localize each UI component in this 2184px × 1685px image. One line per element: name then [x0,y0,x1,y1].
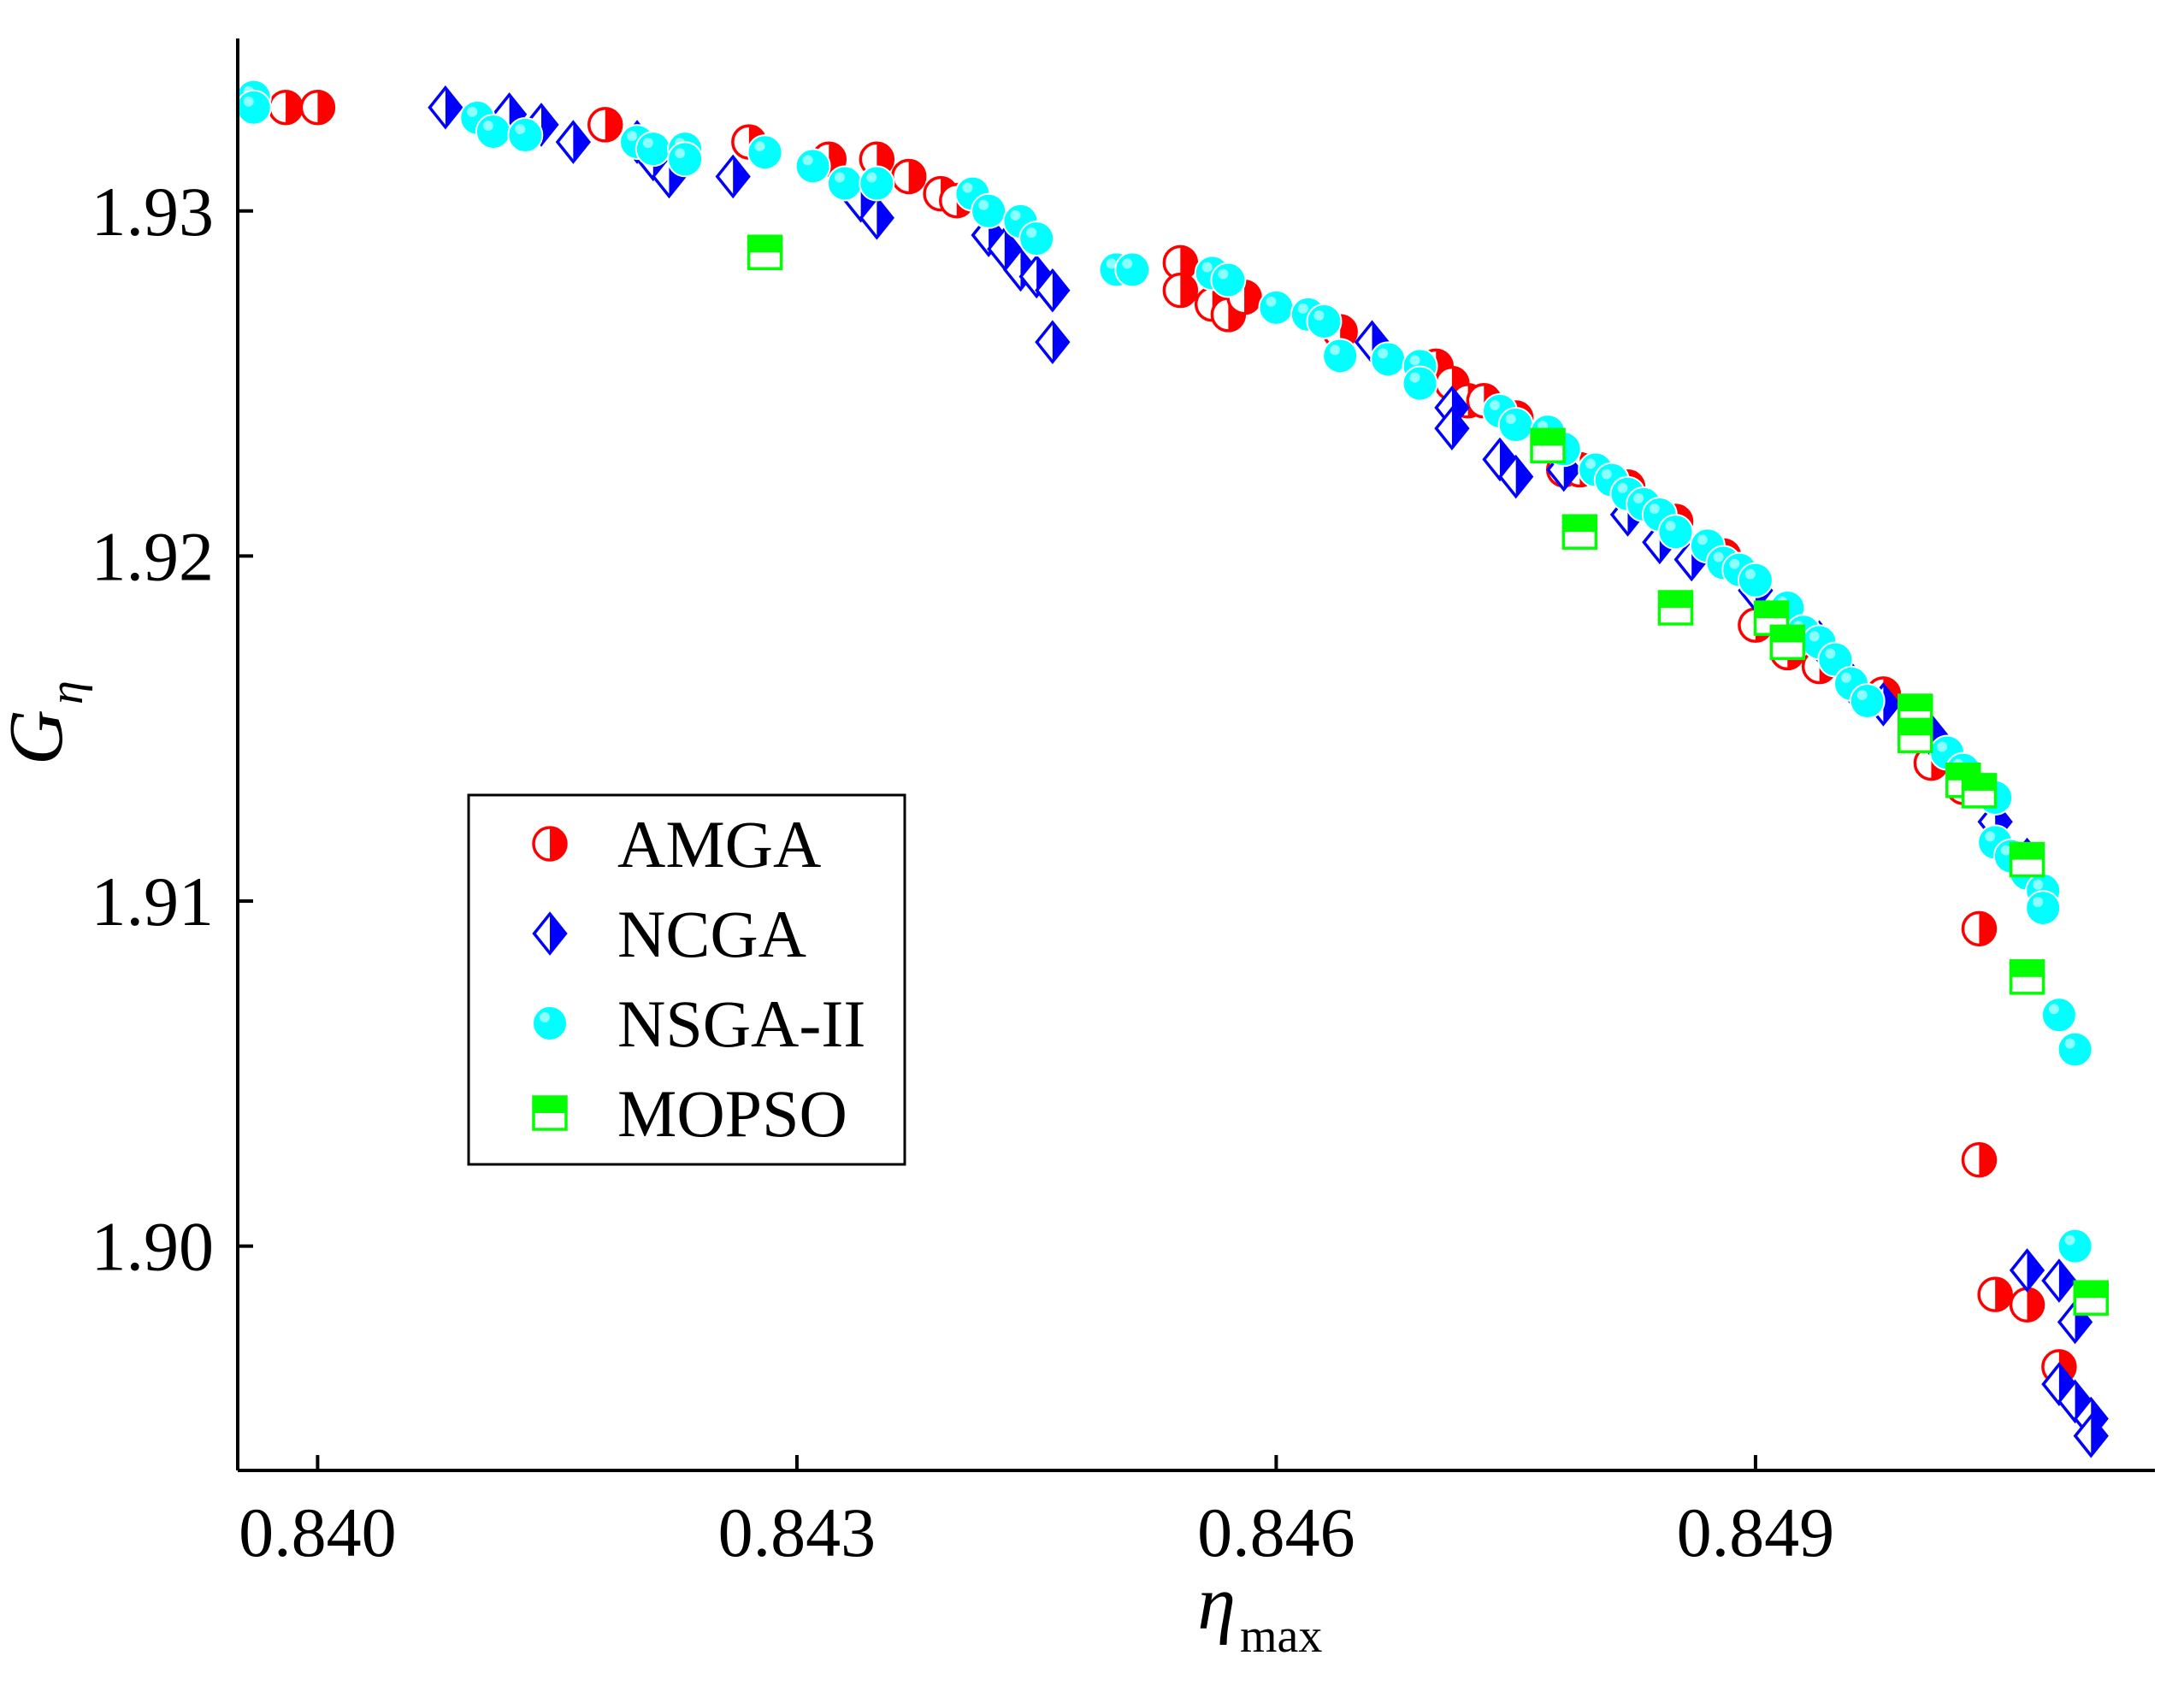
data-point [428,85,463,130]
data-point [1769,624,1806,661]
data-point [859,196,894,240]
data-point [635,131,671,168]
data-point [2009,841,2045,878]
data-point [1162,245,1199,281]
legend-marker [532,911,568,956]
data-point [747,234,783,270]
data-point [1018,221,1055,257]
data-point [794,148,831,185]
x-tick-label: 0.849 [1677,1494,1835,1571]
legend-marker [532,1005,568,1041]
y-tick-label: 1.90 [91,1208,215,1286]
data-point [667,141,704,178]
data-point [859,165,895,202]
data-point [299,89,336,126]
data-point [1482,437,1518,482]
data-point [1977,1276,2013,1312]
data-point [2041,1258,2077,1303]
data-point [1035,320,1071,364]
data-point [1434,406,1470,451]
legend: AMGA NCGA NSGA-II MOPSO [467,793,906,1166]
data-point [2009,959,2045,995]
y-tick-label: 1.92 [91,517,215,595]
y-axis-title: G η [0,680,93,765]
legend-entry: NCGA [532,897,806,971]
legend-entry: MOPSO [532,1076,847,1151]
y-ticks: 1.90 1.91 1.92 1.93 [91,173,253,1286]
data-point [1370,341,1407,378]
data-point [1210,262,1247,298]
data-point [1737,562,1774,598]
data-point [2073,1280,2110,1316]
data-point [2040,997,2077,1034]
data-point [1402,365,1438,402]
data-point [1657,514,1694,551]
data-point [1322,338,1359,374]
x-axis-title: η max [1197,1561,1322,1663]
data-point [1561,514,1598,550]
data-point [459,99,496,136]
y-axis-label-subscript: η [40,680,93,704]
x-axis-label-subscript: max [1240,1610,1322,1663]
data-point [1657,590,1694,626]
data-point [475,113,511,150]
plot-area [235,79,2110,1458]
legend-label: NSGA-II [617,987,865,1061]
data-point [555,120,591,164]
data-point [2073,1413,2109,1458]
x-tick-label: 0.843 [718,1494,877,1571]
data-point [715,154,751,199]
data-point [587,107,623,143]
series-amga [268,89,2077,1385]
y-axis-label: G [0,710,79,765]
data-point [971,192,1007,229]
data-point [1498,454,1534,499]
series-layer [235,79,2110,1458]
x-ticks: 0.840 0.843 0.846 0.849 [239,1455,1834,1571]
x-tick-label: 0.840 [239,1494,397,1571]
legend-label: MOPSO [617,1076,847,1151]
data-point [1961,1141,1998,1178]
legend-marker [532,1095,568,1131]
data-point [2057,1031,2093,1068]
data-point [235,89,272,126]
data-point [826,165,863,202]
data-point [747,134,783,171]
data-point [1530,427,1566,464]
data-point [1961,773,1998,809]
x-axis-label: η [1197,1561,1236,1646]
legend-label: NCGA [617,897,806,971]
data-point [2009,1287,2045,1323]
data-point [2057,1228,2093,1264]
y-tick-label: 1.93 [91,173,215,250]
data-point [1849,682,1886,719]
series-mopso [747,234,2110,1316]
data-point [1961,910,1998,947]
x-tick-label: 0.846 [1197,1494,1355,1571]
legend-marker [532,826,568,862]
data-point [268,89,304,126]
legend-entry: AMGA [532,807,821,881]
data-point [1898,717,1933,754]
data-point [2025,890,2062,927]
data-point [507,117,544,154]
data-point [1306,303,1343,339]
data-point [1162,272,1199,309]
data-point [1035,268,1071,313]
data-point [2009,1248,2045,1293]
legend-label: AMGA [617,807,821,881]
data-point [1114,251,1151,288]
data-point [890,158,927,195]
legend-entry: NSGA-II [532,987,865,1061]
data-point [1258,289,1295,326]
legend-entries: AMGA NCGA NSGA-II MOPSO [532,807,865,1151]
y-tick-label: 1.91 [91,863,215,940]
data-point [2057,1379,2093,1424]
data-point [2041,1362,2077,1406]
data-point [1497,407,1534,444]
